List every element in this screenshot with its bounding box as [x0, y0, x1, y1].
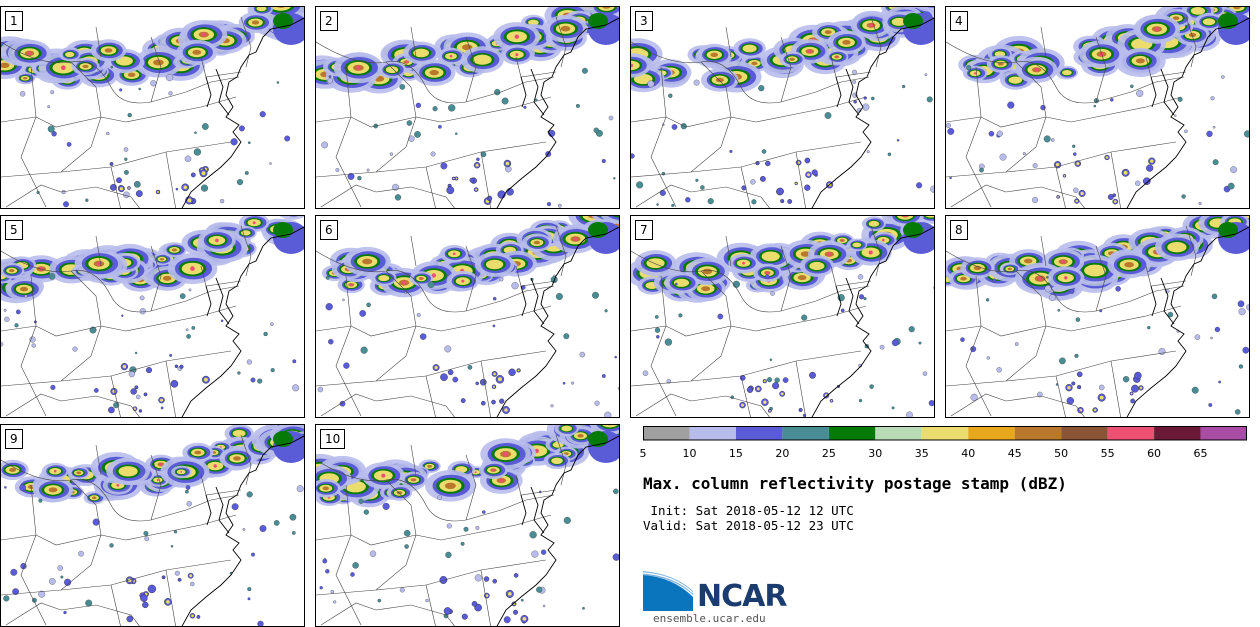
coastline	[811, 17, 934, 208]
colorbar-tick-label: 50	[1054, 447, 1069, 460]
coastline	[181, 435, 304, 626]
reflectivity-field	[946, 216, 1249, 415]
colorbar-segment	[828, 426, 876, 440]
colorbar-tick-label: 55	[1100, 447, 1115, 460]
member-number: 10	[320, 429, 346, 449]
state-boundaries	[631, 225, 882, 417]
valid-time: Valid: Sat 2018-05-12 23 UTC	[643, 518, 854, 533]
site-url: ensemble.ucar.edu	[653, 612, 766, 625]
ensemble-member-map: 2	[315, 6, 620, 209]
colorbar-tick-label: 60	[1147, 447, 1162, 460]
reflectivity-field	[1, 7, 304, 208]
state-boundaries	[316, 16, 567, 208]
state-boundaries	[316, 434, 567, 626]
state-boundaries	[1, 16, 252, 208]
colorbar-segment	[921, 426, 969, 440]
member-number: 6	[320, 220, 338, 240]
coastline	[496, 17, 619, 208]
colorbar-segment	[782, 426, 829, 440]
colorbar-segment	[1061, 426, 1108, 440]
state-boundaries	[1, 225, 252, 417]
reflectivity-colorbar	[643, 426, 1247, 441]
ensemble-member-map: 4	[945, 6, 1250, 209]
member-number: 1	[5, 11, 23, 31]
coastline	[181, 17, 304, 208]
colorbar-tick-label: 65	[1193, 447, 1208, 460]
ncar-logo-text: NCAR	[697, 579, 787, 614]
colorbar-segment	[735, 426, 783, 440]
member-number: 5	[5, 220, 23, 240]
colorbar-segment	[1107, 426, 1155, 440]
member-number: 7	[635, 220, 653, 240]
ensemble-member-map: 7	[630, 215, 935, 418]
ensemble-member-map: 3	[630, 6, 935, 209]
member-number: 4	[950, 11, 968, 31]
member-number: 8	[950, 220, 968, 240]
figure-title: Max. column reflectivity postage stamp (…	[643, 474, 1067, 493]
colorbar-segment	[689, 426, 736, 440]
ensemble-member-map: 8	[945, 215, 1250, 418]
reflectivity-field	[946, 7, 1249, 205]
member-number: 9	[5, 429, 23, 449]
colorbar-segment	[643, 426, 690, 440]
ensemble-member-map: 1	[0, 6, 305, 209]
ncar-logo-icon	[643, 571, 693, 611]
coastline	[496, 226, 619, 417]
colorbar-tick-label: 15	[728, 447, 743, 460]
reflectivity-field	[316, 425, 619, 624]
reflectivity-field	[631, 7, 934, 207]
colorbar-tick-label: 5	[639, 447, 647, 460]
state-boundaries	[946, 225, 1197, 417]
colorbar-tick-label: 20	[775, 447, 790, 460]
coastline	[496, 435, 619, 626]
state-boundaries	[316, 225, 567, 417]
colorbar-tick-label: 25	[821, 447, 836, 460]
colorbar-segment	[968, 426, 1015, 440]
init-time: Init: Sat 2018-05-12 12 UTC	[643, 503, 854, 518]
coastline	[1126, 226, 1249, 417]
member-number: 3	[635, 11, 653, 31]
state-boundaries	[946, 16, 1197, 208]
reflectivity-field	[1, 216, 304, 414]
colorbar-tick-label: 45	[1007, 447, 1022, 460]
colorbar-tick-label: 40	[961, 447, 976, 460]
reflectivity-field	[317, 216, 619, 417]
member-number: 2	[320, 11, 338, 31]
colorbar-segment	[1200, 426, 1247, 440]
state-boundaries	[631, 16, 882, 208]
colorbar-segment	[1154, 426, 1201, 440]
coastline	[811, 226, 934, 417]
ensemble-member-map: 10	[315, 424, 620, 627]
reflectivity-field	[631, 216, 934, 417]
colorbar-segment	[1014, 426, 1062, 440]
colorbar-tick-label: 35	[914, 447, 929, 460]
coastline	[1126, 17, 1249, 208]
colorbar-tick-label: 30	[868, 447, 883, 460]
colorbar-tick-label: 10	[682, 447, 697, 460]
reflectivity-field	[1, 425, 304, 626]
ensemble-member-map: 6	[315, 215, 620, 418]
colorbar-segment	[875, 426, 922, 440]
reflectivity-field	[316, 7, 619, 208]
ensemble-member-map: 5	[0, 215, 305, 418]
coastline	[181, 226, 304, 417]
ensemble-member-map: 9	[0, 424, 305, 627]
state-boundaries	[1, 434, 252, 626]
